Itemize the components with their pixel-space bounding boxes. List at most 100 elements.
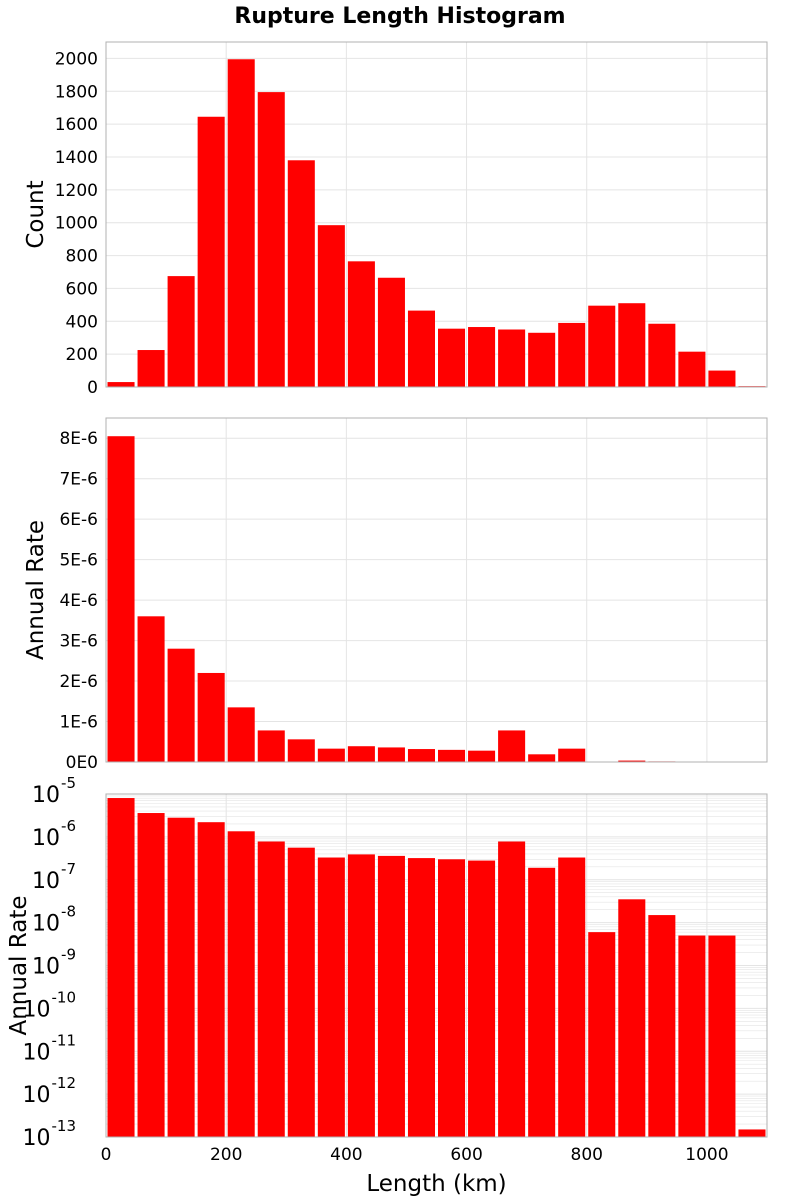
bar — [528, 754, 555, 762]
bar — [348, 261, 375, 387]
bar — [258, 92, 285, 387]
bar — [198, 117, 225, 387]
bar — [348, 746, 375, 762]
bar — [498, 842, 525, 1137]
bar — [528, 868, 555, 1137]
bar — [198, 822, 225, 1137]
bar — [558, 858, 585, 1137]
bar — [408, 858, 435, 1137]
y-tick-label: 6E-6 — [59, 510, 98, 530]
bar — [168, 649, 195, 762]
bar — [438, 750, 465, 762]
bar — [588, 932, 615, 1137]
bar — [318, 749, 345, 762]
y-tick-label: 10-12 — [23, 1074, 77, 1108]
y-tick-labels: 0E0 1E-6 2E-6 3E-6 4E-6 5E-6 6E-6 7E-6 8E-6 — [59, 429, 98, 773]
y-tick-label: 10-5 — [32, 774, 76, 808]
x-tick-labels: 0 200 400 600 800 1000 — [101, 1145, 729, 1165]
bar — [258, 730, 285, 762]
x-tick-label: 400 — [330, 1145, 362, 1165]
bar — [108, 382, 135, 387]
bar — [408, 311, 435, 387]
bar — [588, 306, 615, 387]
y-tick-label: 1600 — [55, 115, 98, 135]
panel-3: 10-1310-1210-1110-1010-910-810-710-610-5… — [6, 774, 767, 1197]
y-tick-label: 0E0 — [66, 753, 98, 773]
bar — [438, 329, 465, 387]
bar — [678, 936, 705, 1137]
bar — [228, 831, 255, 1137]
bar — [708, 371, 735, 387]
y-tick-label: 2000 — [55, 49, 98, 69]
bar — [648, 324, 675, 387]
y-axis-label: Annual Rate — [6, 896, 32, 1036]
bar — [678, 352, 705, 387]
bar — [558, 323, 585, 387]
y-axis-label: Annual Rate — [23, 520, 49, 660]
y-tick-label: 0 — [87, 378, 98, 398]
bar — [318, 858, 345, 1137]
bar — [138, 616, 165, 762]
panel-1: 0200400600800100012001400160018002000Cou… — [23, 42, 767, 398]
y-tick-label: 10-7 — [32, 860, 76, 894]
x-tick-label: 600 — [450, 1145, 482, 1165]
bar — [408, 749, 435, 762]
y-tick-label: 200 — [66, 345, 98, 365]
bar — [378, 278, 405, 387]
y-tick-label: 10-6 — [32, 817, 76, 851]
y-tick-label: 2E-6 — [59, 672, 98, 692]
bar — [738, 1129, 765, 1137]
bar — [108, 436, 135, 762]
y-tick-label: 1200 — [55, 181, 98, 201]
bar — [288, 160, 315, 387]
bar — [468, 751, 495, 762]
y-tick-label: 1400 — [55, 148, 98, 168]
bar — [318, 225, 345, 387]
x-axis-label: Length (km) — [366, 1171, 506, 1197]
bar — [228, 59, 255, 387]
bar — [648, 915, 675, 1137]
bar — [618, 303, 645, 387]
bar — [138, 813, 165, 1137]
bar — [618, 899, 645, 1137]
bar — [168, 818, 195, 1137]
y-tick-label: 8E-6 — [59, 429, 98, 449]
x-tick-label: 200 — [210, 1145, 242, 1165]
y-tick-label: 3E-6 — [59, 632, 98, 652]
bar — [468, 861, 495, 1137]
y-axis-label: Count — [23, 180, 49, 248]
x-tick-label: 0 — [101, 1145, 112, 1165]
bar — [288, 739, 315, 762]
bar — [438, 859, 465, 1137]
y-tick-label: 7E-6 — [59, 470, 98, 490]
bar — [138, 350, 165, 387]
bar — [198, 673, 225, 762]
bar — [498, 330, 525, 388]
x-tick-label: 800 — [571, 1145, 603, 1165]
y-tick-label: 4E-6 — [59, 591, 98, 611]
bar — [258, 842, 285, 1137]
y-tick-label: 10-13 — [23, 1117, 77, 1151]
bar — [528, 333, 555, 387]
panel-2: 0E0 1E-6 2E-6 3E-6 4E-6 5E-6 6E-6 7E-6 8E-6 Annua… — [23, 418, 767, 773]
y-tick-label: 1800 — [55, 82, 98, 102]
bar — [288, 848, 315, 1137]
bars — [108, 436, 766, 762]
y-tick-label: 600 — [66, 279, 98, 299]
x-tick-label: 1000 — [685, 1145, 728, 1165]
bar — [348, 854, 375, 1137]
bar — [108, 798, 135, 1137]
bar — [708, 936, 735, 1137]
bar — [558, 749, 585, 762]
y-tick-label: 5E-6 — [59, 551, 98, 571]
bar — [378, 856, 405, 1137]
y-tick-label: 400 — [66, 312, 98, 332]
y-tick-label: 1E-6 — [59, 713, 98, 733]
bar — [168, 276, 195, 387]
y-tick-label: 1000 — [55, 214, 98, 234]
bar — [378, 747, 405, 762]
bar — [228, 707, 255, 762]
bar — [498, 730, 525, 762]
